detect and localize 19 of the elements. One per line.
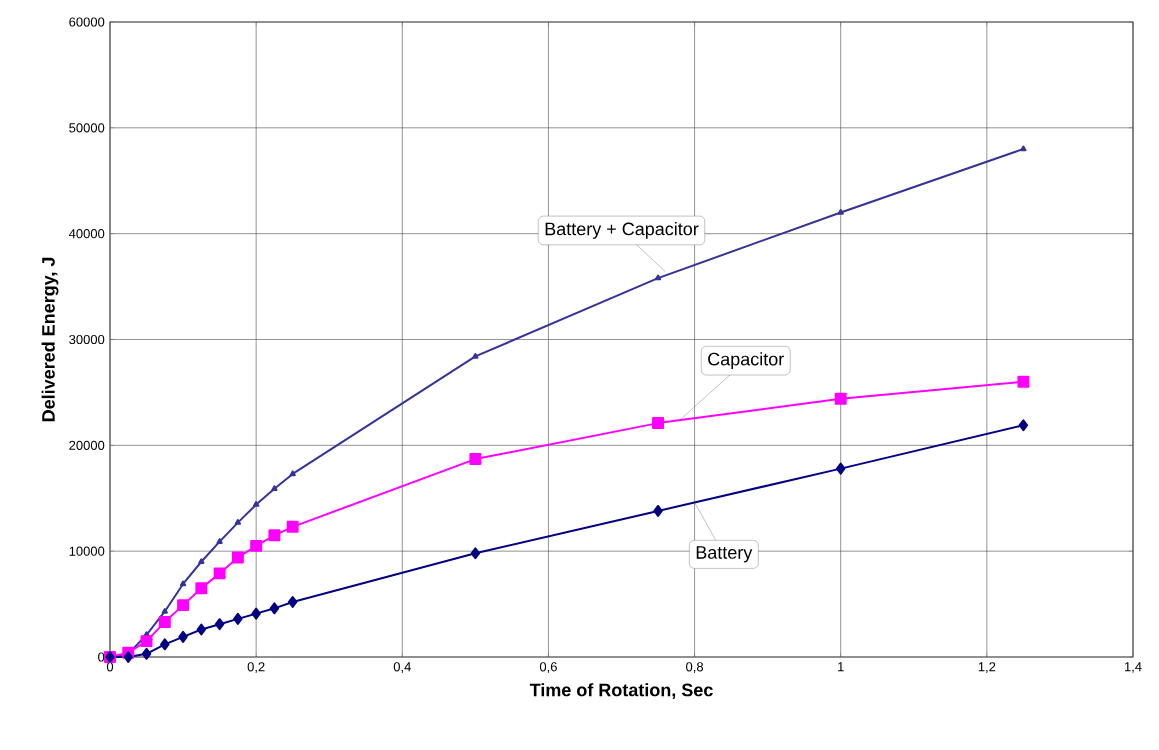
x-tick-label: 0,6 xyxy=(539,662,557,673)
x-tick-label: 1 xyxy=(838,662,844,672)
text: Capacitor xyxy=(708,352,784,370)
y-tick-label: 60000 xyxy=(69,17,105,27)
text: Battery xyxy=(696,546,753,563)
x-axis-title: Time of Rotation, Sec xyxy=(529,683,713,699)
y-tick-label: 20000 xyxy=(69,440,105,450)
x-tick-label: 0,2 xyxy=(247,662,265,673)
y-tick-label: 50000 xyxy=(69,123,105,133)
y-tick-label: 40000 xyxy=(68,229,105,239)
y-tick-label: 30000 xyxy=(69,334,105,345)
y-tick-label: 10000 xyxy=(69,546,105,556)
series-label: Battery + Capacitor xyxy=(545,222,699,239)
x-tick-label: 0,4 xyxy=(393,662,411,673)
y-axis-title: Delivered Energy, J xyxy=(41,257,59,422)
x-tick-label: 1,2 xyxy=(978,662,996,673)
y-tick-label: 0 xyxy=(98,652,105,662)
x-tick-label: 0,8 xyxy=(686,662,704,673)
x-tick-label: 1,4 xyxy=(1124,662,1142,673)
